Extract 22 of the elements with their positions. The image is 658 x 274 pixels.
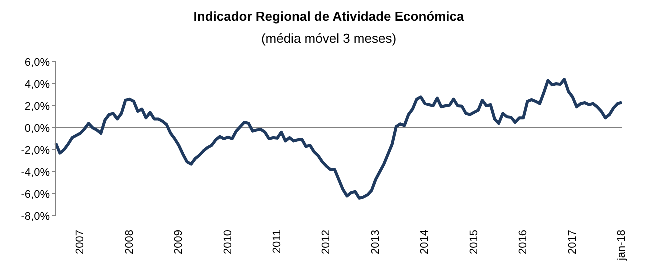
y-tick-label: -4,0% bbox=[21, 166, 50, 179]
x-tick-label: 2007 bbox=[74, 230, 87, 254]
x-tick-label: 2015 bbox=[468, 230, 480, 254]
x-tick-label: 2017 bbox=[566, 230, 579, 254]
x-tick-label: 2009 bbox=[173, 230, 186, 254]
y-tick-label: 0,0% bbox=[24, 122, 50, 135]
x-tick-label: jan-18 bbox=[616, 230, 628, 262]
x-tick-label: 2011 bbox=[271, 230, 284, 254]
chart-subtitle: (média móvel 3 meses) bbox=[260, 31, 398, 46]
x-tick-label: 2010 bbox=[222, 230, 234, 254]
y-tick-label: 2,0% bbox=[24, 100, 50, 113]
y-tick-label: -6,0% bbox=[21, 188, 50, 201]
y-tick-label: -8,0% bbox=[21, 210, 50, 223]
chart-title: Indicador Regional de Atividade Económica bbox=[192, 9, 466, 24]
x-tick-label: 2013 bbox=[370, 230, 382, 254]
y-tick-label: -2,0% bbox=[21, 144, 50, 157]
x-tick-label: 2014 bbox=[419, 230, 432, 254]
x-tick-label: 2012 bbox=[320, 230, 333, 254]
y-tick-label: 6,0% bbox=[24, 56, 50, 69]
x-tick-label: 2008 bbox=[124, 230, 136, 254]
x-tick-label: 2016 bbox=[518, 230, 530, 254]
y-tick-label: 4,0% bbox=[24, 78, 50, 91]
